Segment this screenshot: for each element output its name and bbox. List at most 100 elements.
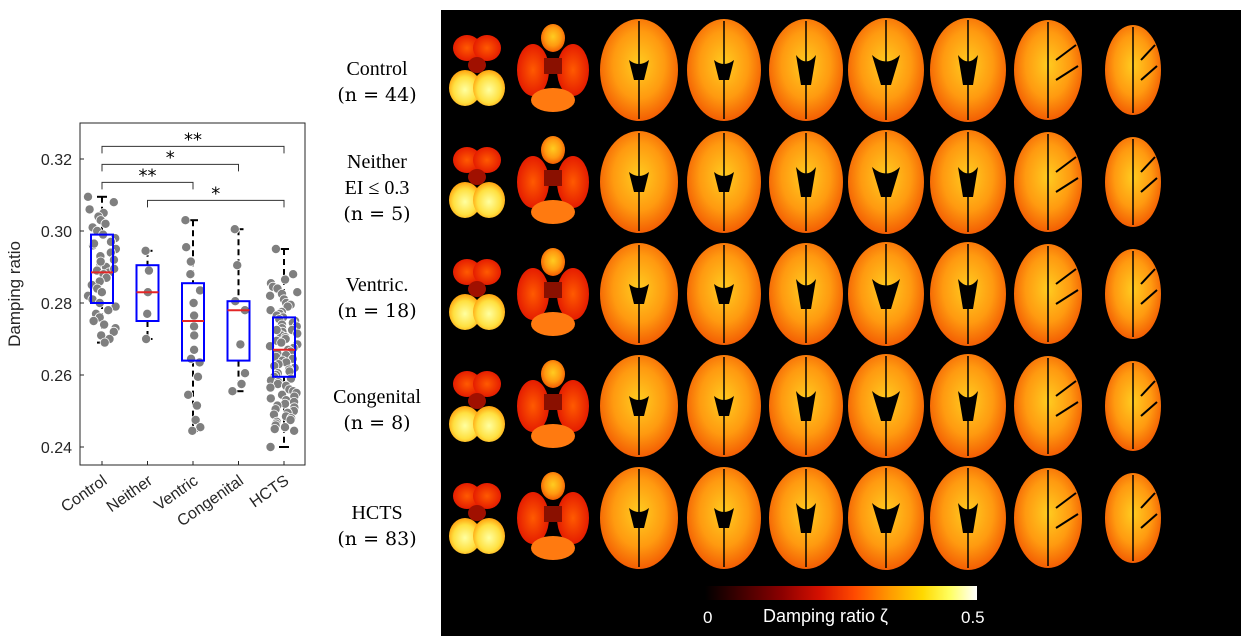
brain-slice	[600, 355, 678, 457]
brain-slice	[930, 18, 1006, 122]
sulcus	[1140, 65, 1158, 81]
brain-slice	[1105, 137, 1161, 227]
brain-slice	[769, 131, 843, 233]
brainstem	[544, 394, 562, 410]
ventricle	[872, 167, 900, 197]
brainstem	[544, 506, 562, 522]
ventricle	[796, 55, 816, 85]
sulcus	[1140, 289, 1158, 305]
brain-slice	[848, 354, 924, 458]
brain-slice	[1105, 249, 1161, 339]
temporal-lobe	[517, 492, 549, 544]
data-point	[103, 305, 114, 316]
data-point	[191, 400, 202, 411]
data-point	[95, 256, 106, 267]
data-point	[229, 224, 240, 235]
brainstem	[544, 282, 562, 298]
cerebellum	[531, 200, 575, 224]
cerebellum	[531, 312, 575, 336]
brain-slice	[769, 19, 843, 121]
data-point	[276, 337, 287, 348]
data-point	[108, 197, 119, 208]
data-point	[83, 191, 94, 202]
brain-slice	[517, 248, 589, 336]
brain-slice	[449, 371, 505, 442]
data-point	[192, 371, 203, 382]
data-point	[289, 425, 300, 436]
sulcus	[1140, 380, 1156, 397]
brain-slice	[1014, 132, 1082, 232]
data-point	[185, 269, 196, 280]
temporal-lobe	[557, 156, 589, 208]
ventricle	[629, 172, 649, 192]
significance-bracket: **	[101, 129, 285, 154]
temporal-lobe	[473, 147, 501, 173]
temporal-lobe	[557, 44, 589, 96]
brain-row-1	[449, 18, 1161, 122]
sulcus	[1055, 380, 1077, 397]
points-ventric	[180, 215, 206, 436]
sulcus	[1055, 401, 1079, 417]
brain-row-3	[449, 242, 1161, 346]
data-point	[269, 423, 280, 434]
temporal-lobe	[453, 483, 481, 509]
row-label-hcts: HCTS (n = 83)	[318, 500, 436, 552]
colorbar	[705, 586, 977, 600]
temporal-lobe	[517, 156, 549, 208]
ventricle	[958, 55, 978, 85]
data-point	[84, 204, 95, 215]
brain-slice	[1105, 25, 1161, 115]
ventricle	[796, 167, 816, 197]
frontal-lobe	[541, 136, 565, 164]
frontal-lobe	[541, 248, 565, 276]
brain-slice	[930, 242, 1006, 346]
data-point	[194, 357, 205, 368]
sulcus	[1140, 401, 1158, 417]
box-body	[90, 233, 114, 305]
data-point	[189, 330, 200, 341]
ventricle	[714, 60, 734, 80]
ventricle	[714, 172, 734, 192]
ventricle	[714, 508, 734, 528]
brainstem	[544, 58, 562, 74]
significance-bracket: *	[147, 183, 285, 208]
temporal-lobe	[517, 268, 549, 320]
cerebellum	[531, 424, 575, 448]
row-label-congenital: Congenital (n = 8)	[318, 384, 436, 436]
cerebellum	[449, 518, 481, 554]
temporal-lobe	[517, 44, 549, 96]
brain-slice	[687, 467, 761, 569]
brain-slice	[517, 472, 589, 560]
brain-row-5	[449, 466, 1161, 570]
cerebellum	[473, 182, 505, 218]
temporal-lobe	[557, 268, 589, 320]
significance-bracket: *	[101, 147, 239, 172]
box-body	[226, 300, 251, 362]
ventricle	[872, 279, 900, 309]
significance-stars: **	[184, 129, 202, 150]
temporal-lobe	[453, 371, 481, 397]
brainstem	[468, 57, 486, 73]
cerebellum	[473, 518, 505, 554]
brain-slice	[687, 131, 761, 233]
temporal-lobe	[473, 371, 501, 397]
brainstem	[468, 281, 486, 297]
data-point	[265, 441, 276, 452]
brain-slice	[600, 243, 678, 345]
colorbar-max-label: 0.5	[961, 608, 985, 627]
data-point	[227, 386, 238, 397]
data-point	[190, 414, 201, 425]
row-label-congenital-n: (n = 8)	[343, 412, 411, 434]
cerebellum	[531, 536, 575, 560]
frontal-lobe	[541, 360, 565, 388]
y-tick-label: 0.26	[41, 368, 72, 385]
brain-row-2	[449, 130, 1161, 234]
brain-slice	[930, 130, 1006, 234]
row-label-control-n: (n = 44)	[337, 84, 417, 106]
data-point	[265, 382, 276, 393]
ventricle	[796, 503, 816, 533]
temporal-lobe	[517, 380, 549, 432]
data-point	[265, 290, 276, 301]
bracket-line	[147, 199, 285, 208]
brain-row-4	[449, 354, 1161, 458]
